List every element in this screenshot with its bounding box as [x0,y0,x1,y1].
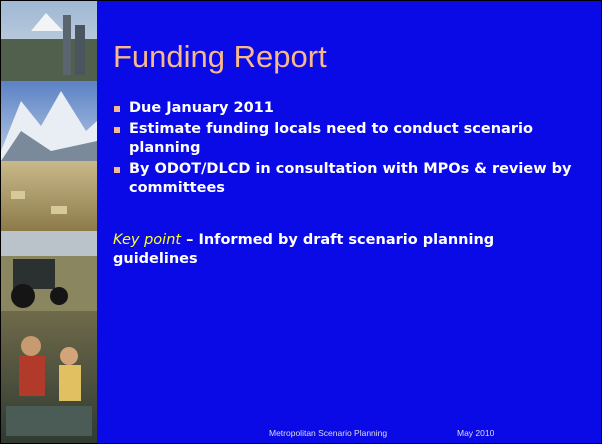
bullet-list: Due January 2011 Estimate funding locals … [113,99,583,200]
slide-title: Funding Report [113,39,327,74]
key-point-text: – Informed by draft scenario planning gu… [113,232,495,267]
footer-date: May 2010 [457,428,495,438]
bullet: Due January 2011 [113,99,583,118]
photo-strip [1,1,97,443]
key-point-label: Key point [113,232,182,248]
bullet: Estimate funding locals need to conduct … [113,120,583,158]
key-point: Key point – Informed by draft scenario p… [113,231,583,269]
bullet: By ODOT/DLCD in consultation with MPOs &… [113,160,583,198]
footer-text: Metropolitan Scenario Planning [269,428,388,438]
